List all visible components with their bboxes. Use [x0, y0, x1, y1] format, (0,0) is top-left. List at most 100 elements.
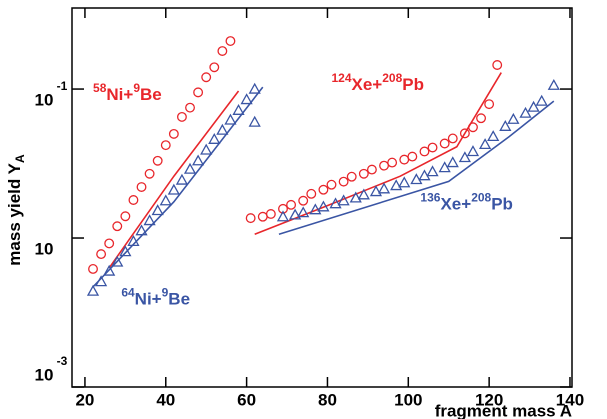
- y-tick-exponent: -3: [57, 354, 68, 368]
- data-point: [419, 146, 430, 157]
- annotation: 136Xe+208Pb: [420, 191, 513, 214]
- data-point: [426, 165, 439, 177]
- y-tick-label: 10: [35, 240, 54, 259]
- y-tick-label: 10: [35, 365, 54, 384]
- data-point: [326, 179, 337, 190]
- data-point: [112, 221, 123, 232]
- x-tick-label: 60: [237, 390, 256, 409]
- data-point: [103, 264, 116, 276]
- data-point: [387, 157, 398, 168]
- data-point: [358, 168, 369, 179]
- annotation-text: Be: [168, 290, 190, 309]
- model-curve: [108, 90, 240, 269]
- data-point: [94, 275, 108, 287]
- data-point: [278, 203, 288, 214]
- data-point: [120, 211, 131, 222]
- data-point: [349, 191, 362, 203]
- data-point: [232, 103, 245, 115]
- annotation-text: Xe+: [440, 195, 471, 214]
- data-point: [248, 115, 261, 127]
- data-point: [245, 213, 256, 224]
- data-point: [289, 208, 302, 220]
- data-point: [369, 185, 383, 197]
- x-tick-label: 40: [156, 390, 175, 409]
- data-point: [152, 155, 163, 166]
- data-point: [309, 203, 322, 215]
- data-point: [507, 112, 520, 124]
- data-point: [484, 99, 495, 110]
- data-point: [111, 255, 124, 267]
- x-tick-label: 80: [318, 390, 337, 409]
- data-point: [168, 128, 179, 139]
- y-axis-label-part: mass yield Y: [5, 162, 24, 265]
- data-point: [499, 119, 512, 131]
- data-point: [136, 182, 147, 192]
- data-point: [86, 284, 100, 296]
- annotation-text: Pb: [491, 195, 513, 214]
- data-point: [209, 62, 220, 73]
- annotation-superscript: 208: [471, 191, 491, 205]
- annotation-text: Pb: [402, 75, 424, 94]
- data-point: [185, 102, 195, 113]
- data-point: [276, 210, 290, 222]
- data-point: [398, 176, 411, 188]
- data-point: [446, 156, 459, 168]
- data-point: [225, 36, 236, 46]
- data-point: [318, 184, 329, 195]
- data-point: [306, 188, 317, 199]
- x-axis-label: fragment mass A: [435, 401, 572, 419]
- data-point: [458, 151, 471, 163]
- annotation-superscript: 208: [382, 71, 402, 85]
- data-point: [399, 154, 410, 165]
- data-point: [167, 183, 180, 195]
- data-point: [547, 78, 560, 90]
- annotation-superscript: 9: [133, 81, 140, 95]
- data-point: [159, 194, 172, 206]
- data-point: [257, 211, 268, 222]
- data-point: [143, 214, 156, 226]
- data-point: [298, 195, 309, 206]
- annotation-text: Be: [140, 85, 162, 104]
- data-point: [248, 82, 261, 94]
- data-point: [96, 249, 107, 260]
- data-point: [88, 264, 98, 274]
- data-point: [135, 224, 148, 236]
- data-point: [478, 138, 492, 150]
- data-point: [297, 206, 310, 218]
- data-point: [119, 245, 132, 257]
- data-point: [183, 162, 197, 174]
- data-point: [151, 204, 164, 216]
- plot-frame: [71, 7, 573, 388]
- x-tick-label: 140: [556, 390, 584, 409]
- data-point: [200, 143, 213, 155]
- data-point: [418, 169, 431, 181]
- data-point: [175, 173, 189, 185]
- annotation-superscript: 9: [162, 286, 169, 300]
- data-point: [286, 199, 297, 210]
- y-tick-exponent: -1: [57, 79, 68, 93]
- annotation-superscript: 136: [420, 191, 440, 205]
- data-point: [192, 154, 205, 166]
- annotation-superscript: 58: [93, 81, 107, 95]
- annotation: 64Ni+9Be: [121, 286, 190, 309]
- data-point: [317, 200, 330, 212]
- x-tick-label: 120: [475, 390, 503, 409]
- model-curve: [92, 86, 264, 288]
- annotation-superscript: 64: [121, 286, 135, 300]
- data-point: [390, 179, 403, 191]
- annotation-text: Ni+: [135, 290, 162, 309]
- data-point: [366, 164, 377, 175]
- x-tick-label: 100: [394, 390, 422, 409]
- data-point: [535, 94, 548, 106]
- data-point: [476, 113, 487, 124]
- data-point: [427, 142, 438, 153]
- data-point: [407, 151, 418, 162]
- x-tick-label: 20: [75, 390, 94, 409]
- data-point: [127, 235, 140, 246]
- data-point: [104, 238, 115, 249]
- data-point: [439, 138, 450, 149]
- data-point: [338, 176, 349, 187]
- data-point: [410, 173, 423, 185]
- data-point: [357, 188, 370, 200]
- model-curve: [278, 100, 555, 236]
